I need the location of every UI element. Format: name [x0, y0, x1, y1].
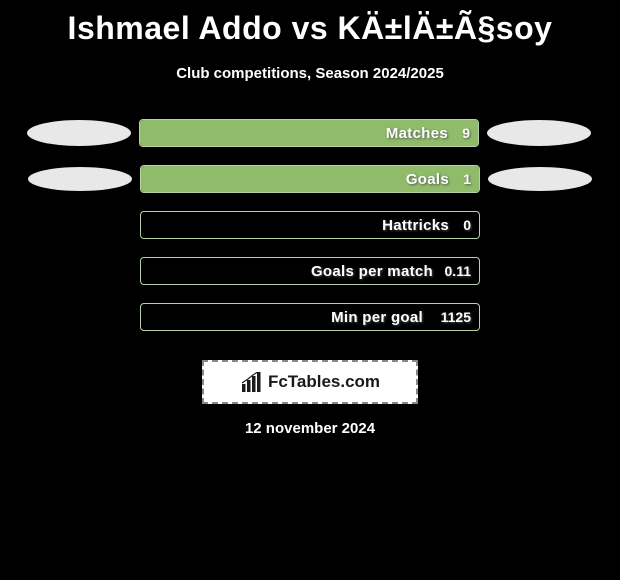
stat-label: Hattricks [382, 212, 449, 238]
player1-marker-icon [27, 120, 131, 146]
player2-marker-icon [487, 120, 591, 146]
stat-bar: Goals 1 [140, 165, 480, 193]
stat-value: 1 [463, 166, 471, 192]
chart-area: Matches 9 Goals 1 Hattricks 0 Goals per … [0, 110, 620, 340]
fctables-bars-icon [240, 372, 264, 392]
generated-date: 12 november 2024 [0, 420, 620, 437]
stat-row-gpm: Goals per match 0.11 [0, 248, 620, 294]
comparison-title: Ishmael Addo vs KÄ±lÄ±Ã§soy [0, 0, 620, 47]
stat-label: Min per goal [331, 304, 423, 330]
stat-bar: Min per goal 1125 [140, 303, 480, 331]
player2-marker-icon [488, 167, 592, 191]
stat-value: 1125 [441, 304, 471, 330]
fctables-logo[interactable]: FcTables.com [202, 360, 418, 404]
stat-label: Goals per match [311, 258, 433, 284]
logo-text: FcTables.com [268, 372, 380, 392]
stat-value: 0.11 [445, 258, 471, 284]
stat-bar: Goals per match 0.11 [140, 257, 480, 285]
stat-row-goals: Goals 1 [0, 156, 620, 202]
stat-value: 0 [463, 212, 471, 238]
stat-row-hattricks: Hattricks 0 [0, 202, 620, 248]
stat-bar: Hattricks 0 [140, 211, 480, 239]
stat-value: 9 [462, 120, 470, 146]
stat-row-mpg: Min per goal 1125 [0, 294, 620, 340]
stat-label: Matches [386, 120, 448, 146]
stat-row-matches: Matches 9 [0, 110, 620, 156]
comparison-subtitle: Club competitions, Season 2024/2025 [0, 65, 620, 82]
player1-marker-icon [28, 167, 132, 191]
stat-label: Goals [406, 166, 449, 192]
logo-inner: FcTables.com [240, 372, 380, 392]
stat-bar: Matches 9 [139, 119, 479, 147]
